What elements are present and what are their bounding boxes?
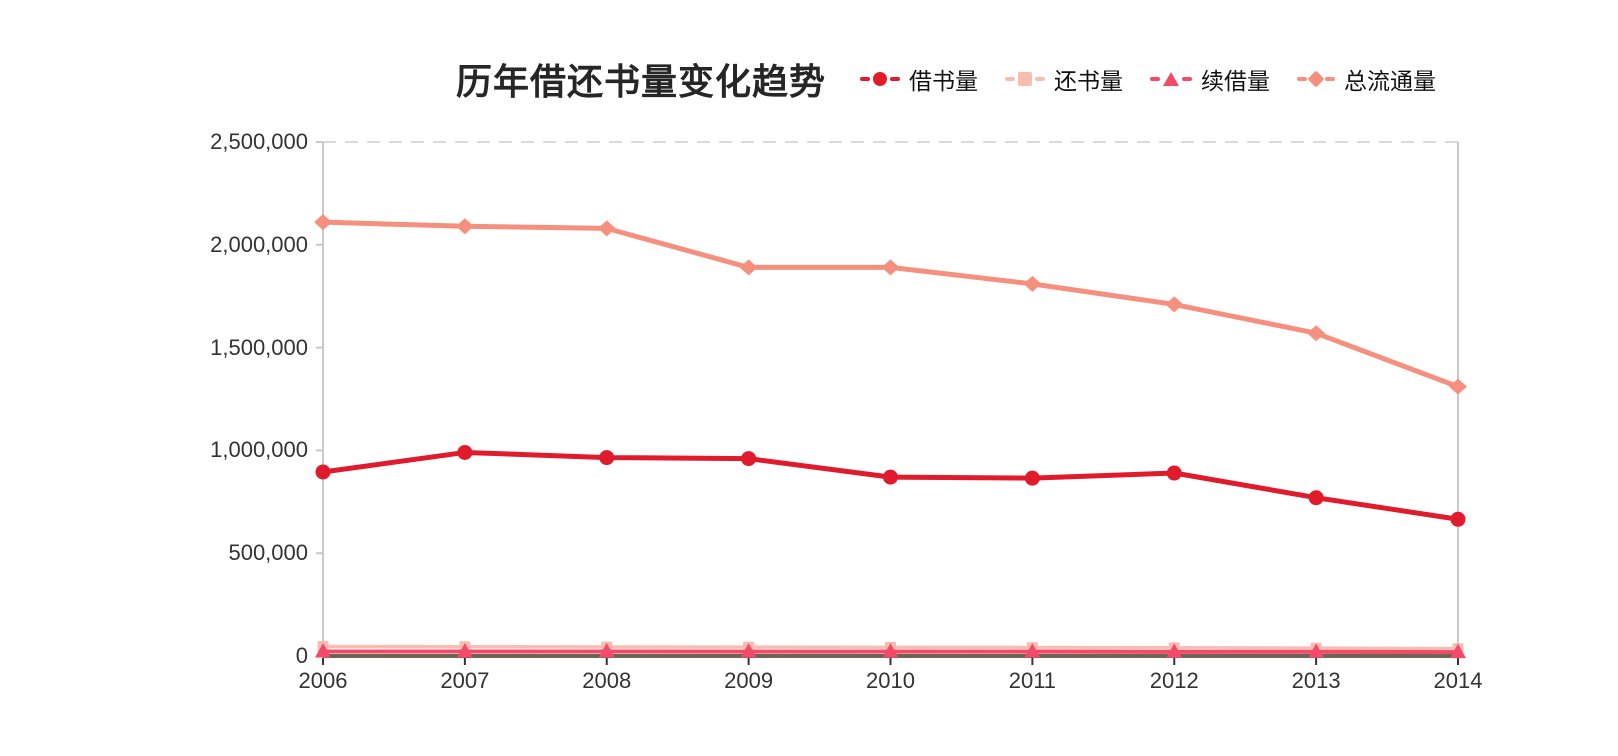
legend-dash — [1297, 77, 1308, 81]
legend-item-label: 总流通量 — [1344, 68, 1437, 94]
legend-dash — [1005, 77, 1016, 81]
borrow-marker — [741, 451, 757, 467]
x-axis-tick-label: 2006 — [298, 668, 348, 693]
y-axis-tick-label: 0 — [295, 643, 308, 668]
renew-marker — [456, 642, 473, 658]
total-marker — [597, 220, 616, 237]
borrow-marker — [1308, 490, 1324, 506]
total-marker — [1449, 378, 1467, 395]
total-marker — [881, 259, 900, 276]
x-axis-tick-label: 2014 — [1433, 668, 1483, 693]
x-axis-tick-label: 2011 — [1008, 668, 1057, 693]
borrow-line — [320, 449, 1461, 522]
x-axis-tick-label: 2013 — [1291, 668, 1341, 693]
borrow-marker — [1024, 470, 1040, 486]
square-marker-icon — [1005, 72, 1046, 86]
total-line — [320, 219, 1461, 390]
total-marker — [1307, 325, 1326, 342]
chart-header: 历年借还书量变化趋势 借书量 还书量 续借量 总流通量 — [456, 54, 1436, 104]
legend: 借书量 还书量 续借量 总流通量 — [860, 62, 1436, 96]
renew-marker — [315, 642, 331, 658]
legend-item-total[interactable]: 总流通量 — [1297, 62, 1436, 96]
triangle-marker-icon — [1150, 72, 1193, 86]
borrow-marker — [315, 464, 331, 480]
total-marker — [1023, 275, 1042, 292]
y-axis-tick-label: 2,000,000 — [210, 231, 308, 257]
legend-dash — [1035, 77, 1046, 81]
chart-title: 历年借还书量变化趋势 — [456, 61, 827, 102]
triangle-shape-icon — [1163, 72, 1180, 86]
renew-marker — [598, 642, 615, 658]
legend-dash — [1325, 77, 1336, 81]
legend-item-label: 续借量 — [1201, 68, 1271, 94]
x-axis-tick-label: 2007 — [440, 668, 490, 693]
legend-dash — [890, 77, 901, 81]
legend-item-renew[interactable]: 续借量 — [1150, 62, 1270, 96]
x-axis-tick-label: 2012 — [1149, 668, 1199, 693]
legend-item-return[interactable]: 还书量 — [1005, 62, 1123, 96]
legend-dash — [860, 77, 871, 81]
diamond-marker-icon — [1297, 70, 1336, 88]
borrow-marker — [457, 444, 473, 460]
total-marker — [739, 259, 758, 276]
circle-marker-icon — [860, 72, 901, 86]
total-marker — [1165, 296, 1184, 313]
borrow-marker — [1166, 465, 1182, 481]
total-marker — [314, 214, 332, 231]
y-axis-tick-label: 1,500,000 — [210, 334, 308, 360]
square-shape-icon — [1018, 72, 1033, 86]
borrow-marker — [1450, 511, 1466, 527]
renew-marker — [740, 643, 757, 658]
y-axis-tick-label: 2,500,000 — [210, 129, 308, 154]
x-axis-tick-label: 2008 — [582, 668, 632, 693]
legend-item-label: 还书量 — [1054, 68, 1124, 94]
renew-marker — [1450, 643, 1466, 659]
y-axis-tick-label: 500,000 — [228, 540, 308, 566]
x-axis-tick-label: 2009 — [724, 668, 774, 693]
y-axis-tick-label: 1,000,000 — [210, 437, 308, 463]
borrow-marker — [883, 469, 898, 485]
renew-marker — [882, 643, 899, 658]
legend-dash — [1150, 77, 1161, 81]
renew-marker — [1024, 643, 1041, 658]
legend-dash — [1182, 77, 1193, 81]
legend-item-label: 借书量 — [909, 68, 979, 94]
renew-marker — [1166, 643, 1183, 658]
legend-item-borrow[interactable]: 借书量 — [860, 62, 978, 96]
circle-shape-icon — [873, 72, 888, 86]
borrow-marker — [599, 450, 615, 466]
x-axis-tick-label: 2010 — [866, 668, 915, 693]
renew-marker — [1308, 643, 1325, 658]
total-marker — [455, 218, 474, 235]
